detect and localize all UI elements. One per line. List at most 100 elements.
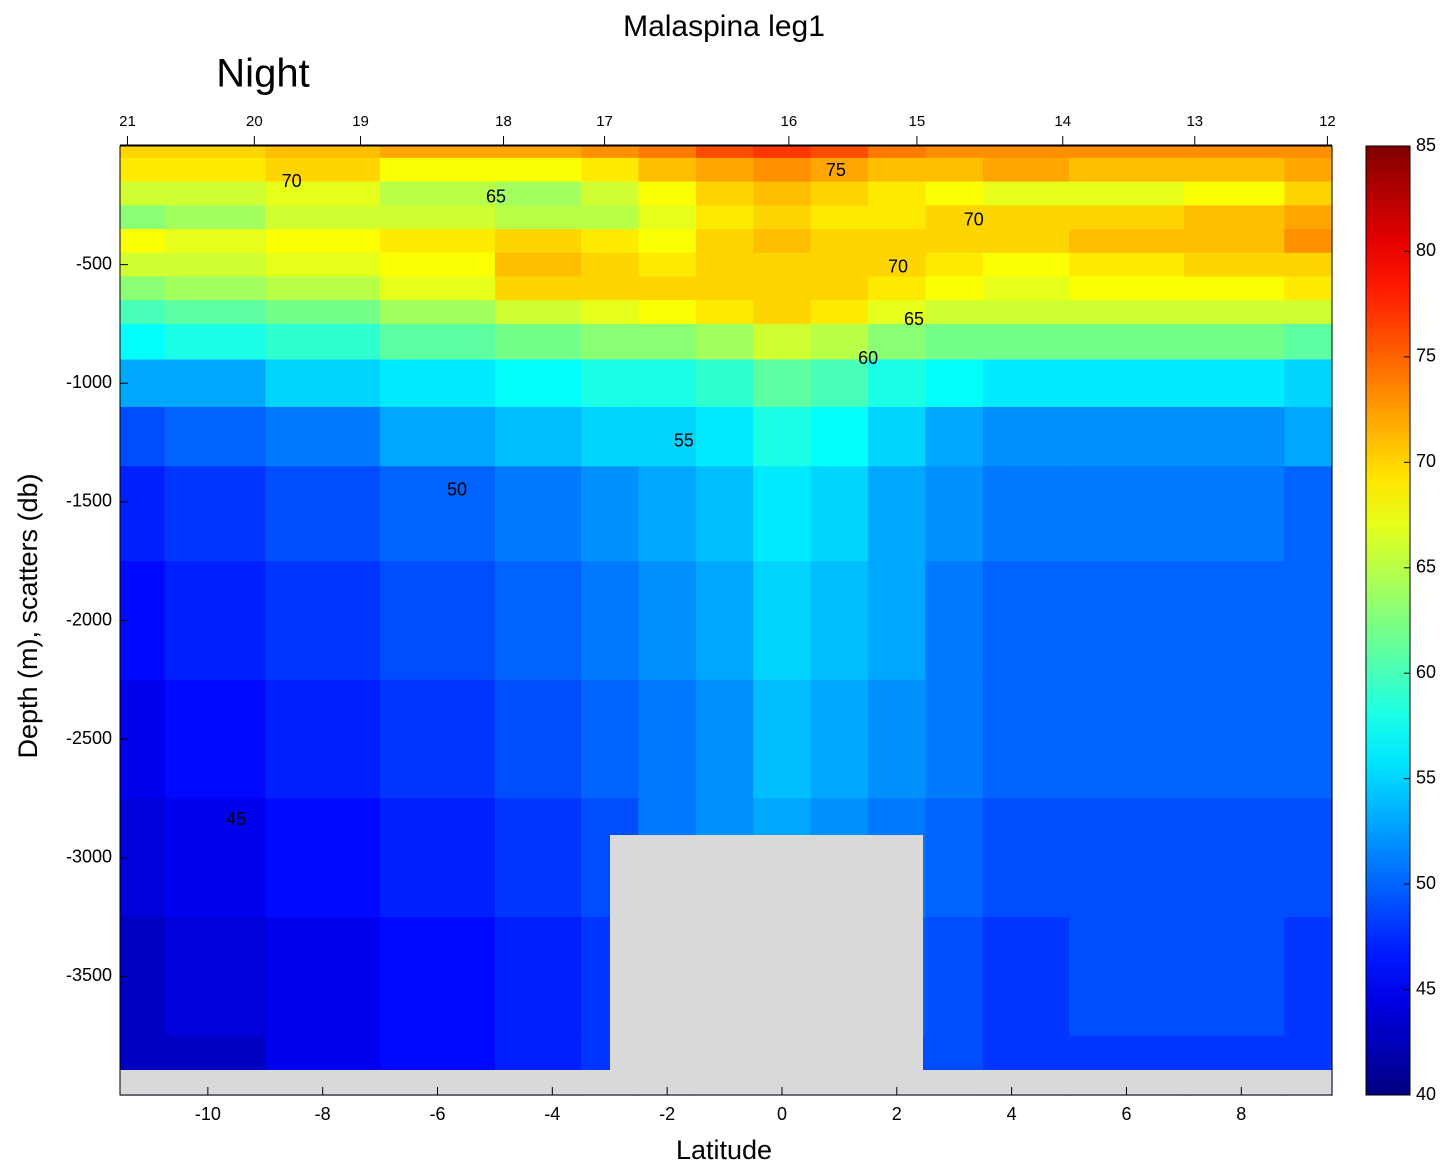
colorbar-tick-label: 75 (1416, 346, 1436, 366)
field-cell (925, 300, 984, 325)
field-cell (868, 229, 927, 254)
y-tick-label: -2000 (66, 609, 112, 629)
field-cell (1284, 466, 1333, 562)
field-cell (1069, 798, 1185, 918)
field-cell (1183, 300, 1285, 325)
field-cell (1284, 798, 1333, 918)
field-cell (164, 323, 266, 361)
field-cell (868, 146, 927, 159)
field-cell (810, 205, 869, 230)
field-cell (925, 798, 984, 918)
field-cell (810, 561, 869, 681)
field-cell (581, 276, 640, 301)
seafloor-mask (120, 835, 1332, 1095)
field-cell (753, 561, 812, 681)
field-cell (581, 205, 640, 230)
field-cell (1183, 146, 1285, 159)
field-cell (982, 252, 1070, 278)
x-tick-label: -2 (659, 1104, 675, 1124)
field-cell (868, 157, 927, 183)
field-cell (265, 798, 381, 918)
field-cell (164, 205, 266, 230)
field-cell (1069, 276, 1185, 301)
x-tick-label: -6 (429, 1104, 445, 1124)
contour-label: 65 (486, 187, 506, 207)
field-cell (982, 359, 1070, 408)
field-cell (380, 798, 496, 918)
field-cell (868, 359, 927, 408)
field-cell (695, 300, 754, 325)
field-cell (380, 252, 496, 278)
x-tick-label: 4 (1007, 1104, 1017, 1124)
x-tick-label: -8 (315, 1104, 331, 1124)
field-cell (494, 300, 582, 325)
field-cell (982, 561, 1070, 681)
field-cell (753, 252, 812, 278)
field-cell (638, 146, 697, 159)
colorbar (1365, 145, 1411, 1096)
field-cell (265, 205, 381, 230)
field-cell (265, 679, 381, 800)
field-cell (638, 229, 697, 254)
field-cell (1183, 466, 1285, 562)
colorbar-tick-label: 80 (1416, 240, 1436, 260)
field-cell (868, 679, 927, 800)
field-cell (753, 276, 812, 301)
field-cell (1183, 323, 1285, 361)
field-cell (120, 323, 166, 361)
field-cell (810, 181, 869, 206)
field-cell (925, 679, 984, 800)
field-cell (494, 146, 582, 159)
field-cell (494, 157, 582, 183)
field-cell (380, 466, 496, 562)
contour-label: 50 (447, 479, 467, 499)
field-cell (753, 157, 812, 183)
field-cell (753, 679, 812, 800)
field-cell (494, 466, 582, 562)
field-cell (638, 181, 697, 206)
field-cell (120, 146, 166, 159)
field-cell (925, 205, 984, 230)
chart-subtitle: Night (216, 52, 309, 96)
field-cell (380, 205, 496, 230)
field-cell (164, 466, 266, 562)
field-cell (1183, 229, 1285, 254)
field-cell (982, 466, 1070, 562)
field-cell (868, 300, 927, 325)
field-cell (1183, 406, 1285, 467)
field (120, 146, 1333, 1096)
field-cell (638, 252, 697, 278)
field-cell (164, 276, 266, 301)
field-cell (753, 205, 812, 230)
field-cell (164, 181, 266, 206)
field-cell (380, 406, 496, 467)
field-cell (120, 406, 166, 467)
field-cell (1284, 359, 1333, 408)
field-cell (164, 679, 266, 800)
field-cell (494, 917, 582, 1037)
field-cell (1183, 359, 1285, 408)
field-cell (638, 406, 697, 467)
field-cell (1284, 917, 1333, 1037)
field-cell (380, 359, 496, 408)
field-cell (810, 406, 869, 467)
field-cell (265, 917, 381, 1037)
x-tick-label: 2 (892, 1104, 902, 1124)
field-cell (982, 181, 1070, 206)
field-cell (164, 300, 266, 325)
field-cell (164, 561, 266, 681)
field-cell (1284, 406, 1333, 467)
field-cell (494, 252, 582, 278)
field-cell (753, 146, 812, 159)
field-cell (581, 466, 640, 562)
field-cell (1183, 181, 1285, 206)
field-cell (265, 276, 381, 301)
field-cell (1069, 323, 1185, 361)
field-cell (494, 181, 582, 206)
field-cell (753, 466, 812, 562)
field-cell (982, 146, 1070, 159)
field-cell (1069, 229, 1185, 254)
field-cell (638, 323, 697, 361)
field-cell (982, 798, 1070, 918)
